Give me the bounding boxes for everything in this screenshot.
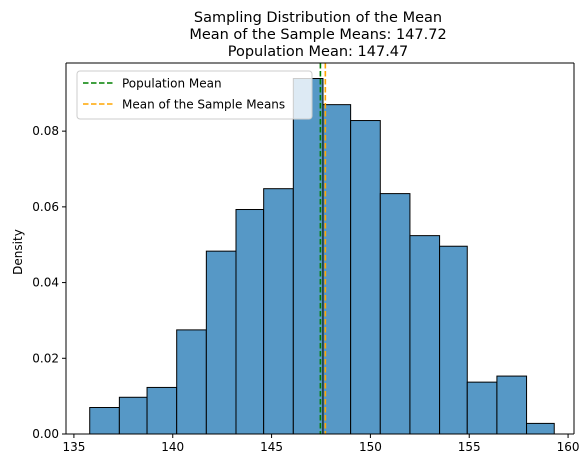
histogram-bar-2	[146, 386, 178, 435]
histogram-bar-7	[292, 78, 324, 435]
histogram-bar-6	[263, 188, 294, 435]
legend-label-population-mean: Population Mean	[122, 77, 222, 91]
histogram-bars	[89, 78, 555, 435]
histogram-bar-8	[322, 104, 352, 435]
histogram-bar-10	[379, 193, 411, 435]
y-tick-label: 0.02	[32, 351, 59, 365]
y-tick-label: 0.06	[32, 200, 59, 214]
chart-title: Sampling Distribution of the Mean Mean o…	[189, 10, 446, 60]
legend-label-sample-means: Mean of the Sample Means	[122, 98, 285, 112]
legend: Population Mean Mean of the Sample Means	[76, 70, 313, 120]
histogram-bar-4	[205, 250, 237, 435]
x-tick-label: 140	[161, 440, 184, 454]
histogram-bar-3	[176, 329, 207, 435]
title-line-main: Sampling Distribution of the Mean	[194, 10, 442, 26]
legend-frame	[76, 70, 313, 120]
y-tick-label: 0.00	[32, 427, 59, 441]
x-tick-label: 135	[62, 440, 85, 454]
y-tick-label: 0.04	[32, 276, 59, 290]
histogram-bar-0	[89, 407, 120, 435]
x-tick-label: 160	[557, 440, 580, 454]
axes	[65, 62, 575, 435]
histogram-bar-15	[526, 422, 555, 435]
y-tick-label: 0.08	[32, 124, 59, 138]
x-axis-ticks: 135 140 145 150 155 160	[62, 434, 580, 454]
title-line-population-mean: Population Mean: 147.47	[228, 44, 409, 60]
histogram-bar-13	[466, 381, 498, 435]
y-axis-ticks: 0.00 0.02 0.04 0.06 0.08	[32, 124, 66, 441]
mean-lines	[319, 63, 327, 434]
x-tick-label: 150	[359, 440, 382, 454]
histogram-bar-12	[439, 245, 468, 435]
x-tick-label: 145	[260, 440, 283, 454]
histogram-bar-1	[118, 396, 148, 435]
y-axis-label: Density	[11, 229, 25, 275]
histogram-bar-14	[496, 375, 528, 435]
histogram-bar-5	[235, 209, 265, 435]
histogram-bar-11	[409, 235, 441, 435]
title-line-sample-mean: Mean of the Sample Means: 147.72	[189, 27, 446, 43]
x-tick-label: 155	[458, 440, 481, 454]
histogram-bar-9	[350, 120, 381, 435]
